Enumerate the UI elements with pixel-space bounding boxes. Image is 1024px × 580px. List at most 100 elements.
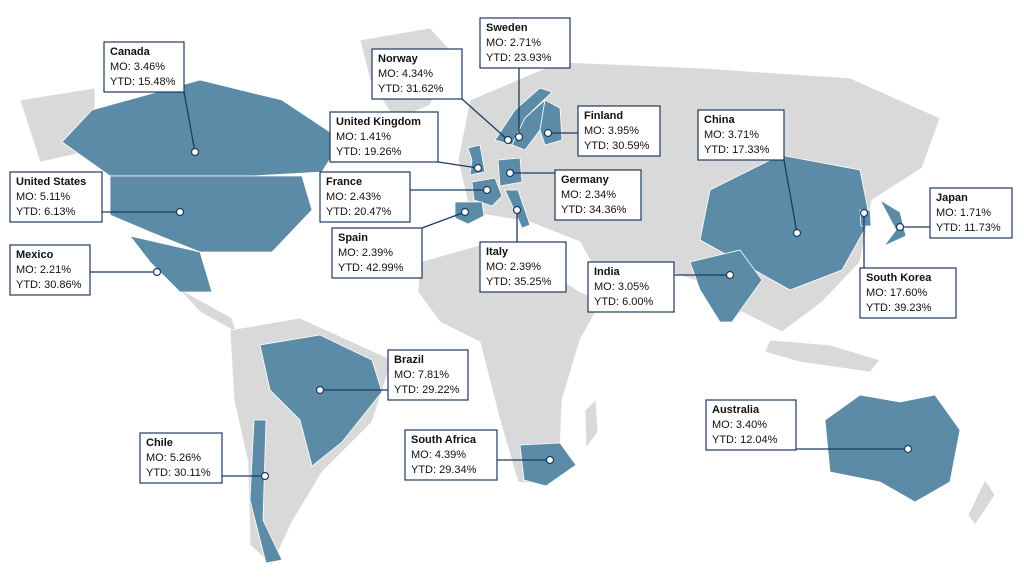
location-dot: [859, 208, 869, 218]
mo-return: MO: 3.71%: [704, 129, 759, 141]
location-dot: [514, 132, 524, 142]
callout: Mexico MO: 2.21% YTD: 30.86%: [9, 244, 162, 296]
ytd-return: YTD: 35.25%: [486, 276, 552, 288]
callout: Germany MO: 2.34% YTD: 34.36%: [505, 168, 642, 221]
chile-shape: [249, 419, 283, 564]
ytd-return: YTD: 19.26%: [336, 146, 402, 158]
callout: Italy MO: 2.39% YTD: 35.25%: [479, 205, 567, 293]
callout: South Africa MO: 4.39% YTD: 29.34%: [404, 429, 555, 481]
mo-return: MO: 5.11%: [16, 191, 70, 203]
label-box: [577, 105, 661, 157]
ytd-return: YTD: 34.36%: [561, 204, 627, 216]
mo-return: MO: 2.34%: [561, 189, 616, 201]
land: [19, 27, 996, 566]
country-name: United Kingdom: [336, 116, 421, 128]
ytd-return: YTD: 6.00%: [594, 296, 654, 308]
mexico-shape: [129, 235, 213, 293]
country-name: South Korea: [866, 272, 932, 284]
callout: Australia MO: 3.40% YTD: 12.04%: [705, 399, 913, 454]
country-name: Spain: [338, 232, 368, 244]
location-dot: [175, 207, 185, 217]
label-box: [329, 111, 439, 163]
country-name: Finland: [584, 110, 623, 122]
label-box: [479, 17, 571, 69]
leader-line: [437, 161, 479, 169]
mo-return: MO: 2.39%: [338, 247, 393, 259]
mo-return: MO: 2.21%: [16, 264, 71, 276]
callout: South Korea MO: 17.60% YTD: 39.23%: [859, 208, 957, 319]
ytd-return: YTD: 11.73%: [936, 222, 1001, 234]
ytd-return: YTD: 30.11%: [146, 467, 211, 479]
location-dot: [315, 385, 325, 395]
callouts: Canada MO: 3.46% YTD: 15.48% United States M…: [9, 17, 1013, 484]
callout: Brazil MO: 7.81% YTD: 29.22%: [315, 349, 469, 401]
country-name: Japan: [936, 192, 968, 204]
label-box: [387, 349, 469, 401]
ytd-return: YTD: 17.33%: [704, 144, 770, 156]
country-name: Brazil: [394, 354, 424, 366]
madagascar: [584, 399, 599, 450]
label-box: [319, 171, 411, 223]
country-name: India: [594, 266, 621, 278]
callout: Spain MO: 2.39% YTD: 42.99%: [331, 207, 470, 279]
callout: United Kingdom MO: 1.41% YTD: 19.26%: [329, 111, 483, 173]
country-name: Norway: [378, 53, 419, 65]
country-name: France: [326, 176, 362, 188]
leader-line: [183, 91, 196, 153]
ytd-return: YTD: 30.59%: [584, 140, 650, 152]
leader-line: [421, 211, 466, 229]
ytd-return: YTD: 23.93%: [486, 52, 552, 64]
location-dot: [260, 471, 270, 481]
leader-line: [783, 159, 798, 234]
mo-return: MO: 1.71%: [936, 207, 991, 219]
label-box: [697, 109, 785, 161]
central-america: [177, 287, 237, 333]
south-africa-shape: [519, 442, 577, 487]
location-dot: [895, 222, 905, 232]
callout: Chile MO: 5.26% YTD: 30.11%: [139, 432, 270, 484]
country-name: Germany: [561, 174, 610, 186]
callout: India MO: 3.05% YTD: 6.00%: [587, 261, 735, 313]
ytd-return: YTD: 42.99%: [338, 262, 404, 274]
mo-return: MO: 3.95%: [584, 125, 639, 137]
country-name: Mexico: [16, 249, 54, 261]
mo-return: MO: 3.05%: [594, 281, 649, 293]
label-box: [479, 241, 567, 293]
callout: Finland MO: 3.95% YTD: 30.59%: [543, 105, 661, 157]
location-dot: [460, 207, 470, 217]
location-dot: [503, 135, 513, 145]
india-shape: [689, 249, 763, 323]
location-dot: [190, 147, 200, 157]
canada-shape: [61, 79, 343, 177]
location-dot: [512, 205, 522, 215]
location-dot: [903, 444, 913, 454]
country-name: South Africa: [411, 434, 477, 446]
label-box: [331, 227, 423, 279]
ytd-return: YTD: 6.13%: [16, 206, 76, 218]
label-box: [554, 169, 642, 221]
label-box: [9, 244, 91, 296]
location-dot: [725, 270, 735, 280]
mo-return: MO: 2.43%: [326, 191, 381, 203]
mo-return: MO: 1.41%: [336, 131, 391, 143]
mo-return: MO: 3.46%: [110, 61, 165, 73]
callout: Sweden MO: 2.71% YTD: 23.93%: [479, 17, 571, 142]
callout: China MO: 3.71% YTD: 17.33%: [697, 109, 802, 238]
location-dot: [545, 455, 555, 465]
label-box: [9, 171, 103, 223]
new-zealand: [967, 479, 996, 526]
ytd-return: YTD: 30.86%: [16, 279, 82, 291]
callout: Japan MO: 1.71% YTD: 11.73%: [895, 187, 1013, 239]
us-shape: [109, 175, 313, 253]
country-name: Italy: [486, 246, 509, 258]
mo-return: MO: 4.34%: [378, 68, 433, 80]
japan-shape: [878, 198, 907, 247]
location-dot: [543, 128, 553, 138]
callout: Norway MO: 4.34% YTD: 31.62%: [371, 48, 513, 145]
location-dot: [792, 228, 802, 238]
country-name: Canada: [110, 46, 151, 58]
label-box: [859, 267, 957, 319]
ytd-return: YTD: 29.22%: [394, 384, 460, 396]
label-box: [139, 432, 223, 484]
